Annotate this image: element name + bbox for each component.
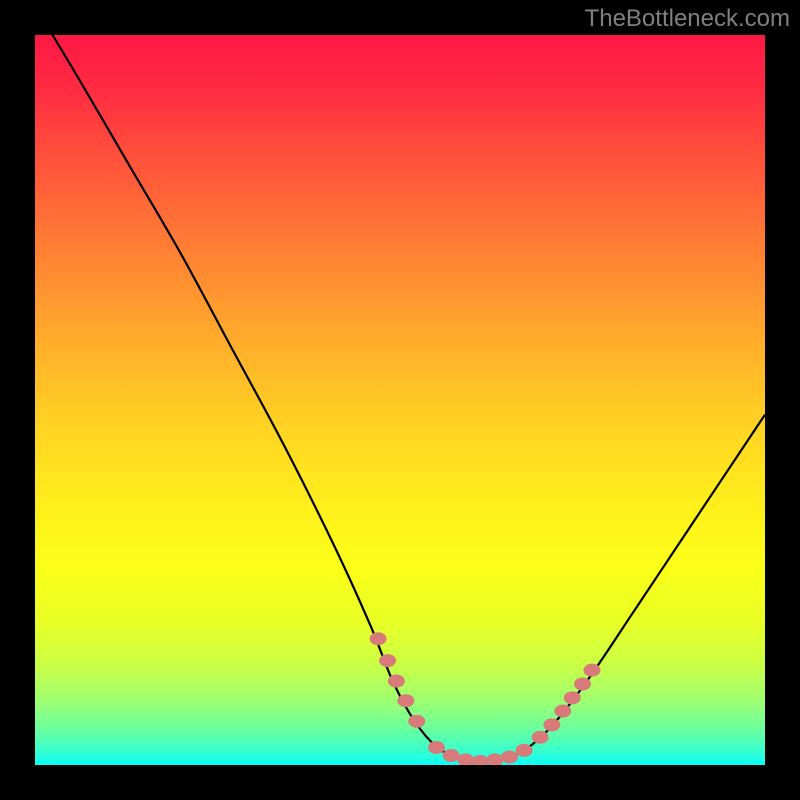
marker-point (458, 754, 474, 765)
marker-point (575, 678, 591, 690)
marker-point (487, 754, 503, 765)
marker-point (472, 755, 488, 765)
marker-point (544, 719, 560, 731)
marker-point (516, 744, 532, 756)
marker-point (388, 675, 404, 687)
marker-point (584, 664, 600, 676)
marker-point (502, 751, 518, 763)
marker-point (555, 705, 571, 717)
marker-point (398, 695, 414, 707)
marker-point (370, 633, 386, 645)
marker-point (532, 731, 548, 743)
chart-frame: TheBottleneck.com (0, 0, 800, 800)
marker-point (380, 655, 396, 667)
plot-svg (35, 35, 765, 765)
marker-point (443, 750, 459, 762)
marker-point (429, 741, 445, 753)
plot-area (35, 35, 765, 765)
marker-point (409, 715, 425, 727)
watermark-text: TheBottleneck.com (585, 5, 790, 33)
marker-point (564, 692, 580, 704)
gradient-background (35, 35, 765, 765)
